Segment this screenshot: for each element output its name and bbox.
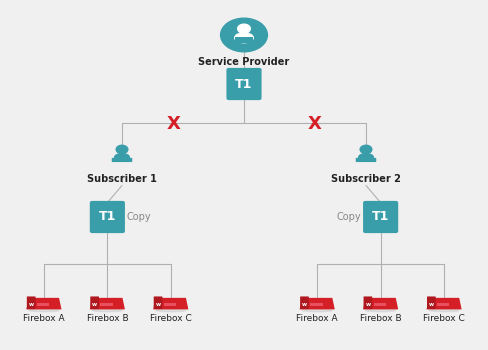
FancyBboxPatch shape: [374, 303, 386, 306]
Text: T1: T1: [235, 77, 253, 91]
Text: w: w: [156, 302, 161, 307]
Ellipse shape: [92, 309, 122, 312]
Text: Firebox A: Firebox A: [23, 314, 65, 323]
Ellipse shape: [359, 154, 373, 161]
Ellipse shape: [366, 309, 396, 312]
Text: w: w: [92, 302, 97, 307]
Circle shape: [238, 24, 250, 33]
Text: Service Provider: Service Provider: [199, 57, 289, 68]
Text: w: w: [429, 302, 434, 307]
Text: Firebox B: Firebox B: [86, 314, 128, 323]
FancyBboxPatch shape: [300, 296, 309, 309]
Polygon shape: [300, 298, 335, 309]
FancyBboxPatch shape: [37, 303, 49, 306]
Ellipse shape: [429, 309, 459, 312]
Polygon shape: [26, 298, 61, 309]
FancyBboxPatch shape: [27, 296, 36, 309]
FancyBboxPatch shape: [90, 201, 125, 233]
Text: w: w: [302, 302, 307, 307]
Text: Firebox C: Firebox C: [150, 314, 192, 323]
Circle shape: [360, 145, 372, 154]
Text: Firebox C: Firebox C: [423, 314, 465, 323]
Text: Copy: Copy: [337, 212, 361, 222]
FancyBboxPatch shape: [235, 37, 253, 43]
Circle shape: [221, 18, 267, 52]
FancyBboxPatch shape: [90, 296, 99, 309]
Polygon shape: [90, 298, 125, 309]
Text: X: X: [308, 115, 322, 133]
Text: T1: T1: [372, 210, 389, 224]
Polygon shape: [363, 298, 398, 309]
Text: Firebox A: Firebox A: [296, 314, 338, 323]
Text: Copy: Copy: [127, 212, 151, 222]
FancyBboxPatch shape: [310, 303, 323, 306]
Text: Firebox B: Firebox B: [360, 314, 402, 323]
FancyBboxPatch shape: [226, 68, 262, 100]
FancyBboxPatch shape: [427, 296, 436, 309]
FancyBboxPatch shape: [101, 303, 113, 306]
FancyBboxPatch shape: [356, 158, 376, 162]
Text: Subscriber 1: Subscriber 1: [87, 174, 157, 184]
Circle shape: [116, 145, 128, 154]
Text: X: X: [166, 115, 180, 133]
Ellipse shape: [115, 154, 129, 161]
FancyBboxPatch shape: [112, 158, 132, 162]
Polygon shape: [153, 298, 188, 309]
Ellipse shape: [156, 309, 186, 312]
FancyBboxPatch shape: [164, 303, 176, 306]
Text: w: w: [29, 302, 34, 307]
Text: Subscriber 2: Subscriber 2: [331, 174, 401, 184]
Text: T1: T1: [99, 210, 116, 224]
FancyBboxPatch shape: [437, 303, 449, 306]
FancyBboxPatch shape: [363, 201, 398, 233]
Polygon shape: [427, 298, 462, 309]
Ellipse shape: [29, 309, 59, 312]
FancyBboxPatch shape: [364, 296, 372, 309]
FancyBboxPatch shape: [154, 296, 163, 309]
Ellipse shape: [235, 33, 253, 43]
Text: w: w: [366, 302, 370, 307]
Ellipse shape: [302, 309, 332, 312]
